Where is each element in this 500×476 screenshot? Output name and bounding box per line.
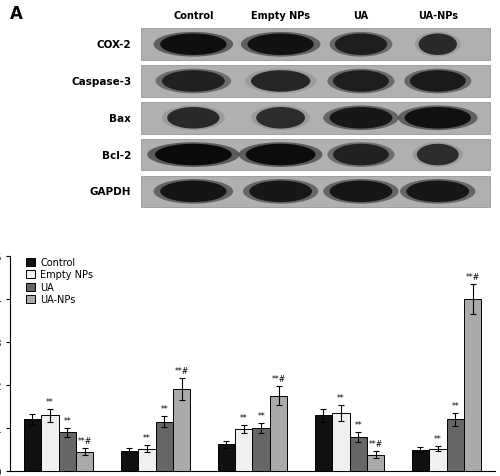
Bar <box>173 389 190 471</box>
Ellipse shape <box>238 143 322 168</box>
Text: UA: UA <box>354 11 368 21</box>
Text: UA-NPs: UA-NPs <box>418 11 458 21</box>
Ellipse shape <box>400 179 475 204</box>
Ellipse shape <box>154 33 233 58</box>
Text: COX-2: COX-2 <box>96 40 131 50</box>
Text: A: A <box>10 5 23 23</box>
Text: Caspase-3: Caspase-3 <box>71 77 131 87</box>
Text: Empty NPs: Empty NPs <box>251 11 310 21</box>
Ellipse shape <box>404 108 471 129</box>
Text: **: ** <box>452 401 459 410</box>
Ellipse shape <box>241 33 320 58</box>
Ellipse shape <box>167 108 220 129</box>
FancyBboxPatch shape <box>141 139 490 171</box>
Text: **: ** <box>337 393 344 402</box>
Ellipse shape <box>155 145 232 166</box>
Bar <box>429 449 446 471</box>
Text: **#: **# <box>368 439 383 448</box>
Text: Control: Control <box>173 11 214 21</box>
Text: **: ** <box>258 411 265 420</box>
FancyBboxPatch shape <box>141 103 490 134</box>
Bar <box>367 455 384 471</box>
Ellipse shape <box>333 145 389 166</box>
Text: **: ** <box>240 413 248 422</box>
Bar <box>76 452 94 471</box>
Bar <box>314 415 332 471</box>
Text: **#: **# <box>466 272 480 281</box>
Ellipse shape <box>330 108 392 129</box>
Text: **: ** <box>434 434 442 443</box>
Text: **#: **# <box>174 367 189 376</box>
Bar <box>58 433 76 471</box>
Text: Bcl-2: Bcl-2 <box>102 150 131 160</box>
Text: **: ** <box>160 405 168 414</box>
Bar <box>218 445 235 471</box>
Bar <box>332 413 349 471</box>
Text: **: ** <box>46 397 54 406</box>
Text: GAPDH: GAPDH <box>90 187 131 197</box>
Bar <box>41 415 58 471</box>
Text: Bax: Bax <box>110 114 131 124</box>
FancyBboxPatch shape <box>141 30 490 61</box>
Ellipse shape <box>252 106 310 131</box>
Text: **#: **# <box>272 375 286 383</box>
Ellipse shape <box>156 69 231 94</box>
Bar <box>412 450 429 471</box>
Ellipse shape <box>251 71 310 92</box>
Ellipse shape <box>330 181 392 203</box>
Text: **#: **# <box>78 436 92 446</box>
Bar <box>446 419 464 471</box>
Ellipse shape <box>418 34 457 56</box>
Ellipse shape <box>154 179 233 204</box>
Bar <box>252 428 270 471</box>
Ellipse shape <box>330 33 392 58</box>
Ellipse shape <box>246 145 316 166</box>
Bar <box>464 299 481 471</box>
Ellipse shape <box>335 34 387 56</box>
Ellipse shape <box>248 34 314 56</box>
Ellipse shape <box>323 106 398 131</box>
Bar <box>120 451 138 471</box>
Ellipse shape <box>333 71 389 92</box>
Legend: Control, Empty NPs, UA, UA-NPs: Control, Empty NPs, UA, UA-NPs <box>24 257 94 306</box>
Bar <box>350 437 367 471</box>
Ellipse shape <box>328 143 394 168</box>
Bar <box>156 422 173 471</box>
Ellipse shape <box>162 71 225 92</box>
Ellipse shape <box>398 106 477 131</box>
Bar <box>270 396 287 471</box>
Ellipse shape <box>245 69 316 94</box>
Bar <box>235 429 252 471</box>
Ellipse shape <box>417 145 459 166</box>
Ellipse shape <box>328 69 394 94</box>
Ellipse shape <box>406 181 469 203</box>
Text: **: ** <box>64 416 71 425</box>
Ellipse shape <box>160 34 226 56</box>
Ellipse shape <box>404 69 471 94</box>
FancyBboxPatch shape <box>141 176 490 208</box>
Ellipse shape <box>412 143 463 168</box>
Ellipse shape <box>414 33 461 58</box>
Ellipse shape <box>256 108 305 129</box>
Ellipse shape <box>160 181 226 203</box>
Bar <box>24 419 41 471</box>
Text: **: ** <box>354 420 362 428</box>
Ellipse shape <box>243 179 318 204</box>
Ellipse shape <box>162 106 225 131</box>
FancyBboxPatch shape <box>141 66 490 98</box>
Ellipse shape <box>410 71 466 92</box>
Ellipse shape <box>147 143 240 168</box>
Bar <box>138 449 156 471</box>
Ellipse shape <box>323 179 398 204</box>
Ellipse shape <box>249 181 312 203</box>
Text: **: ** <box>143 434 150 442</box>
